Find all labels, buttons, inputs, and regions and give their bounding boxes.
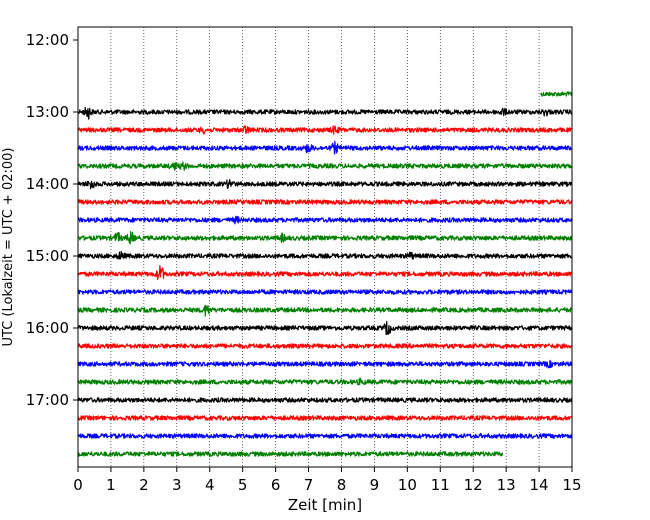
- y-axis-label: UTC (Lokalzeit = UTC + 02:00): [1, 148, 16, 347]
- trace-1515-red: [77, 264, 573, 281]
- trace-1530-blue: [77, 289, 573, 295]
- trace-1430-blue: [77, 215, 573, 225]
- y-tick-label: 12:00: [26, 31, 69, 49]
- trace-1400-black: [77, 179, 573, 190]
- x-tick-label: 8: [337, 476, 347, 494]
- trace-1630-blue: [77, 359, 572, 369]
- x-tick-label: 0: [73, 476, 83, 494]
- y-tick-label: 13:00: [26, 103, 69, 121]
- vertical-gridlines: [110, 27, 540, 467]
- x-axis-ticks: 0 1 2 3 4 5 6 7 8 9 10 11 12 13 14 15: [73, 467, 582, 494]
- trace-1700-black: [77, 397, 573, 403]
- trace-1330-blue: [77, 140, 573, 155]
- trace-1600-black: [77, 320, 573, 336]
- trace-1545-green: [77, 304, 573, 317]
- trace-1345-green: [77, 161, 573, 171]
- x-tick-label: 11: [431, 476, 450, 494]
- y-tick-label: 15:00: [26, 247, 69, 265]
- x-tick-label: 1: [106, 476, 116, 494]
- x-tick-label: 7: [304, 476, 314, 494]
- trace-1615-red: [77, 343, 572, 349]
- y-tick-label: 17:00: [26, 391, 69, 409]
- trace-1300-black: [77, 106, 573, 120]
- x-axis-label: Zeit [min]: [288, 496, 362, 514]
- x-tick-label: 4: [205, 476, 215, 494]
- trace-1500-black: [77, 250, 573, 260]
- trace-1315-red: [77, 125, 573, 135]
- trace-1415-red: [77, 199, 573, 205]
- x-tick-label: 3: [172, 476, 182, 494]
- trace-1445-green: [77, 231, 573, 245]
- y-tick-label: 16:00: [26, 319, 69, 337]
- seismogram-traces: [77, 91, 573, 457]
- trace-1730-blue: [77, 433, 573, 439]
- x-tick-label: 14: [530, 476, 549, 494]
- x-tick-label: 6: [271, 476, 281, 494]
- y-axis-ticks: 12:00 13:00 14:00 15:00 16:00 17:00: [26, 31, 78, 409]
- trace-1645-green: [77, 377, 573, 386]
- y-tick-label: 14:00: [26, 175, 69, 193]
- trace-1745-green: [77, 451, 504, 457]
- trace-1245-green: [540, 91, 573, 97]
- x-tick-label: 2: [139, 476, 149, 494]
- x-tick-label: 13: [497, 476, 516, 494]
- x-tick-label: 12: [464, 476, 483, 494]
- x-tick-label: 5: [238, 476, 248, 494]
- x-tick-label: 9: [370, 476, 380, 494]
- x-tick-label: 15: [562, 476, 581, 494]
- x-tick-label: 10: [398, 476, 417, 494]
- axes-frame: [77, 26, 573, 468]
- trace-1715-red: [77, 415, 572, 421]
